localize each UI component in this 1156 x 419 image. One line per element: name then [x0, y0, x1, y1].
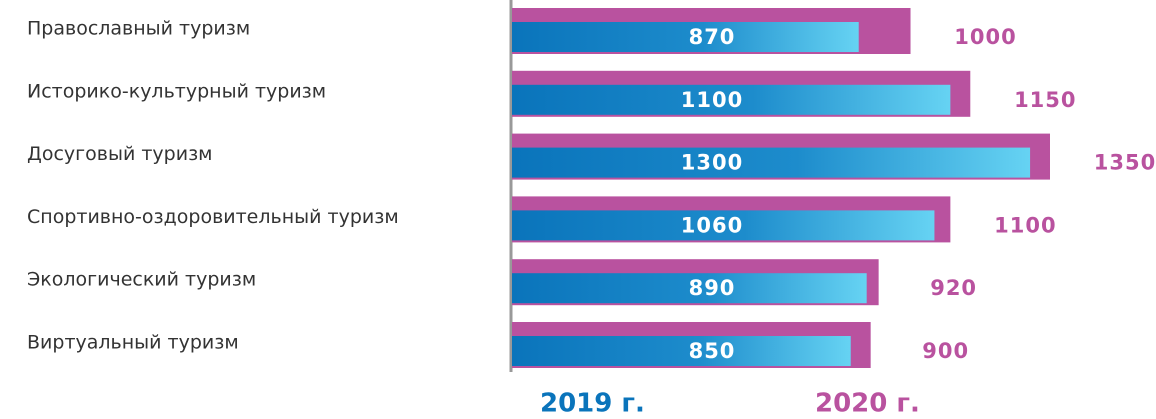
- value-label-2019: 1300: [681, 151, 743, 175]
- value-label-2019: 1060: [681, 213, 743, 237]
- legend-label: 2020 г.: [815, 389, 920, 419]
- legend-label: 2019 г.: [540, 389, 645, 419]
- bar-2019: [512, 84, 951, 115]
- bar-2019: [512, 210, 935, 241]
- value-label-2020: 920: [930, 276, 977, 300]
- category-label: Экологический туризм: [27, 269, 256, 291]
- value-label-2019: 1100: [681, 88, 743, 112]
- value-label-2020: 900: [922, 339, 969, 363]
- category-label: Досуговый туризм: [27, 143, 213, 165]
- category-label: Православный туризм: [27, 18, 250, 40]
- value-label-2020: 1100: [994, 213, 1056, 237]
- bar-2019: [512, 22, 859, 52]
- value-label-2019: 890: [689, 276, 736, 300]
- category-label: Спортивно-оздоровительный туризм: [27, 206, 399, 228]
- bar-2019: [512, 273, 867, 304]
- value-label-2020: 1150: [1014, 88, 1076, 112]
- value-label-2019: 870: [689, 25, 736, 49]
- bar-2019: [512, 336, 851, 366]
- value-label-2020: 1350: [1094, 151, 1156, 175]
- bar-2019: [512, 147, 1031, 178]
- category-label: Виртуальный туризм: [27, 332, 239, 354]
- value-label-2020: 1000: [954, 25, 1016, 49]
- value-label-2019: 850: [689, 339, 736, 363]
- category-label: Историко-культурный туризм: [27, 80, 326, 102]
